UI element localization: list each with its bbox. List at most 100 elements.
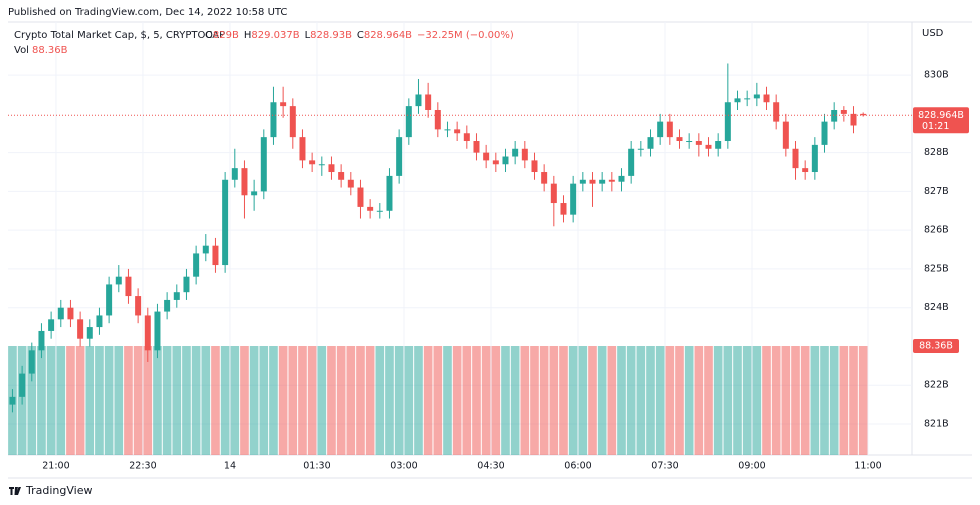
y-tick-label: 821B xyxy=(924,418,949,429)
volume-bar xyxy=(172,346,182,455)
ohlc-value: 829B xyxy=(213,30,239,41)
volume-bar xyxy=(781,346,791,455)
ohlc-value: 828.964B xyxy=(364,30,412,41)
candle-body xyxy=(512,148,519,157)
volume-bar xyxy=(182,346,191,455)
volume-bar xyxy=(539,346,549,455)
candle-body xyxy=(792,148,799,169)
candle-body xyxy=(38,330,45,351)
candle-body xyxy=(483,152,490,161)
volume-bar xyxy=(240,346,249,455)
candle-body xyxy=(106,284,113,316)
candle-body xyxy=(676,137,683,142)
price-label: 828.964B xyxy=(918,110,964,121)
candle-body xyxy=(666,121,673,138)
candle-body xyxy=(541,172,548,184)
candle-body xyxy=(28,350,35,374)
candle-body xyxy=(260,137,267,192)
candle-body xyxy=(589,179,596,184)
volume-bar xyxy=(510,346,520,455)
candle-body xyxy=(57,307,64,320)
volume-bar xyxy=(771,346,781,455)
x-tick-label: 09:00 xyxy=(738,461,765,472)
candle-body xyxy=(821,121,828,145)
volume-bar xyxy=(414,346,423,455)
candle-body xyxy=(647,137,654,149)
x-tick-label: 22:30 xyxy=(129,461,156,472)
volume-bar xyxy=(75,346,85,455)
candle-body xyxy=(724,102,731,142)
volume-bar xyxy=(85,346,95,455)
candle-body xyxy=(608,179,615,182)
volume-bar xyxy=(114,346,124,455)
candle-body xyxy=(289,106,296,138)
candle-body xyxy=(463,133,470,142)
candle-body xyxy=(173,292,180,300)
candle-body xyxy=(251,191,258,196)
volume-bar xyxy=(66,346,75,455)
candle-body xyxy=(212,245,219,266)
volume-bar xyxy=(742,346,752,455)
volume-bar xyxy=(665,346,675,455)
volume-bar xyxy=(211,346,220,455)
volume-bar xyxy=(423,346,433,455)
candle-body xyxy=(560,203,567,215)
volume-bar xyxy=(346,346,356,455)
volume-bar xyxy=(675,346,684,455)
volume-bar xyxy=(95,346,104,455)
candle-body xyxy=(744,98,751,100)
candle-body xyxy=(280,102,287,107)
volume-bar xyxy=(433,346,443,455)
candle-body xyxy=(444,129,451,131)
ohlc-key: H xyxy=(244,30,252,41)
x-tick-label: 03:00 xyxy=(390,461,417,472)
volume-bar xyxy=(810,346,820,455)
candle-body xyxy=(695,141,702,145)
x-tick-label: 07:30 xyxy=(651,461,678,472)
candle-body xyxy=(338,172,345,180)
candle-body xyxy=(144,315,151,351)
candle-body xyxy=(19,373,26,397)
y-tick-label: 825B xyxy=(924,263,949,274)
volume-bar xyxy=(162,346,172,455)
volume-bar xyxy=(501,346,510,455)
volume-bar xyxy=(220,346,230,455)
candle-body xyxy=(773,102,780,122)
volume-bar xyxy=(588,346,597,455)
volume-bar xyxy=(298,346,307,455)
volume-bar xyxy=(481,346,491,455)
volume-bar xyxy=(269,346,278,455)
volume-label: 88.36B xyxy=(919,341,953,352)
volume-bar xyxy=(549,346,559,455)
volume-bar xyxy=(336,346,346,455)
logo-mark xyxy=(9,487,21,495)
candle-body xyxy=(715,141,722,149)
volume-bar xyxy=(684,346,694,455)
y-tick-label: 824B xyxy=(924,302,949,313)
candle-body xyxy=(637,148,644,150)
candle-body xyxy=(657,121,664,138)
candle-body xyxy=(193,253,200,277)
volume-legend-value: 88.36B xyxy=(32,45,68,56)
volume-bar xyxy=(230,346,240,455)
candle-body xyxy=(550,183,557,204)
candle-body xyxy=(241,168,248,196)
volume-bar xyxy=(597,346,607,455)
logo: TradingView xyxy=(9,484,92,497)
volume-bar xyxy=(617,346,626,455)
candle-body xyxy=(48,319,55,331)
volume-bar xyxy=(259,346,269,455)
volume-bar xyxy=(404,346,414,455)
candle-body xyxy=(115,276,122,285)
volume-bar xyxy=(858,346,868,455)
candle-body xyxy=(831,109,838,122)
candle-body xyxy=(96,315,103,328)
candle-body xyxy=(415,94,422,107)
volume-bar xyxy=(713,346,723,455)
candle-body xyxy=(753,94,760,99)
volume-bar xyxy=(559,346,568,455)
candle-body xyxy=(434,109,441,130)
volume-bar xyxy=(530,346,539,455)
x-tick-label: 14 xyxy=(224,461,236,472)
volume-bar xyxy=(472,346,481,455)
